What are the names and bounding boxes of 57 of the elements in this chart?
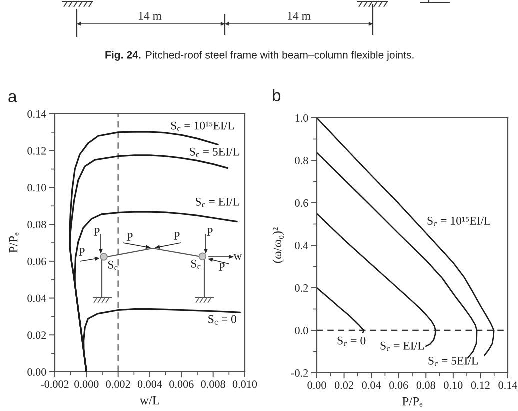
x-tick-label: 0.08	[416, 382, 436, 390]
x-tick-label: 0.14	[498, 382, 518, 390]
caption: Fig. 24.	[106, 51, 141, 61]
series-label: S$_{c}$ = 0	[208, 315, 236, 325]
chart-title: b	[273, 89, 281, 102]
y-tick-label: -0.2	[291, 369, 308, 378]
annotation: P	[127, 233, 133, 241]
text: Pitched-roof steel frame with beam–column flexible joints.	[146, 51, 414, 61]
y-axis-title: (ω/ω₀)²	[272, 228, 284, 264]
y-tick-label: 0.2	[295, 284, 308, 292]
series-label: S$_{c}$ = 0	[338, 336, 366, 346]
x-tick-label: 0.00	[308, 382, 326, 390]
x-tick-label: -0.002	[41, 380, 69, 388]
annotation: P	[94, 228, 100, 236]
series-label: S$_{c}$ = 5EI/L	[190, 148, 240, 158]
x-tick-label: 0.008	[201, 380, 226, 388]
text: 14 m	[288, 12, 311, 20]
series-label: S$_{c}$ = EI/L	[380, 342, 424, 352]
y-tick-label: 0.8	[295, 156, 308, 165]
annotation: P	[207, 228, 213, 236]
text: 14 m	[139, 12, 162, 20]
y-tick-label: 0.4	[295, 242, 308, 250]
x-tick-label: 0.004	[138, 380, 162, 388]
x-tick-label: 0.06	[390, 382, 408, 390]
chart-title: a	[8, 93, 18, 102]
x-axis-title: P/Pₑ	[402, 397, 423, 407]
y-tick-label: 0.04	[28, 294, 46, 302]
y-tick-label: 0.6	[295, 199, 308, 208]
annotation: S$_{c}$	[108, 260, 118, 270]
series-label: S$_{c}$ = 10¹⁵EI/L	[171, 122, 234, 132]
y-tick-label: 1.0	[296, 114, 308, 122]
x-tick-label: 0.12	[471, 382, 490, 390]
y-axis-title: P/Pₑ	[9, 232, 19, 253]
annotation: P	[79, 248, 85, 256]
series-label: S$_{c}$ = 10¹⁵EI/L	[428, 216, 491, 227]
x-tick-label: 0.02	[334, 382, 354, 390]
y-tick-label: 0.08	[28, 221, 46, 229]
x-axis-title: w/L	[140, 396, 160, 405]
x-tick-label: 0.04	[362, 382, 382, 390]
series-label: S$_{c}$ = 5EI/L	[428, 356, 478, 366]
y-tick-label: 0.14	[28, 110, 46, 118]
x-tick-label: 0.002	[106, 380, 130, 388]
y-tick-label: 0.10	[28, 184, 46, 192]
y-tick-label: 0.00	[28, 368, 46, 376]
x-tick-label: 0.006	[170, 380, 194, 388]
x-tick-label: 0.000	[74, 380, 99, 388]
y-tick-label: 0.12	[28, 147, 46, 155]
y-tick-label: 0.02	[28, 332, 46, 340]
x-tick-label: 0.10	[444, 382, 463, 390]
y-tick-label: 0.06	[28, 258, 46, 266]
x-tick-label: 0.010	[232, 380, 258, 388]
annotation: P	[219, 263, 225, 271]
series-label: S$_{c}$ = EI/L	[196, 198, 240, 208]
annotation: S$_{c}$	[191, 260, 201, 270]
annotation: P	[174, 232, 180, 240]
y-tick-label: 0.0	[295, 326, 308, 335]
annotation: w	[234, 254, 242, 260]
